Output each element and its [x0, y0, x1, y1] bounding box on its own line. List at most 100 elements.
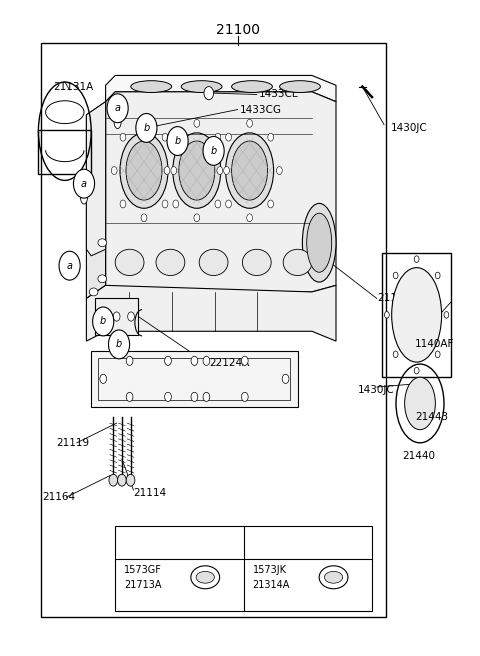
Ellipse shape [283, 249, 312, 276]
Circle shape [118, 474, 126, 486]
Text: 1430JC: 1430JC [391, 123, 428, 133]
Circle shape [435, 351, 440, 358]
Text: a: a [115, 103, 120, 113]
Circle shape [162, 200, 168, 208]
Circle shape [162, 133, 168, 141]
Circle shape [203, 356, 210, 365]
Text: 1430JC: 1430JC [358, 385, 395, 396]
Bar [382, 253, 451, 377]
Circle shape [126, 392, 133, 401]
Text: 1433CE: 1433CE [259, 89, 300, 100]
Circle shape [300, 531, 316, 554]
Ellipse shape [226, 133, 274, 208]
Ellipse shape [405, 377, 435, 430]
Circle shape [204, 87, 214, 100]
Ellipse shape [307, 213, 332, 272]
Text: 21114: 21114 [133, 488, 167, 499]
Text: b: b [305, 537, 311, 548]
Circle shape [226, 133, 231, 141]
Circle shape [203, 392, 210, 401]
Circle shape [215, 200, 221, 208]
Bar [115, 526, 372, 611]
Circle shape [224, 167, 229, 174]
Circle shape [126, 474, 135, 486]
Text: a: a [81, 178, 87, 189]
Ellipse shape [173, 133, 221, 208]
Circle shape [128, 312, 134, 321]
Bar [95, 298, 138, 335]
Circle shape [393, 272, 398, 279]
Text: 21100: 21100 [216, 22, 260, 37]
Ellipse shape [324, 571, 343, 583]
Polygon shape [86, 102, 106, 298]
Ellipse shape [199, 249, 228, 276]
Circle shape [191, 392, 198, 401]
Circle shape [226, 200, 231, 208]
Circle shape [247, 214, 252, 222]
Text: b: b [100, 316, 107, 327]
Ellipse shape [89, 288, 98, 296]
Ellipse shape [181, 81, 222, 92]
Text: 1573JK
21314A: 1573JK 21314A [252, 565, 290, 590]
Circle shape [136, 113, 157, 142]
Circle shape [414, 367, 419, 374]
Ellipse shape [81, 190, 88, 204]
Circle shape [194, 119, 200, 127]
Text: a: a [67, 260, 72, 271]
Circle shape [109, 474, 118, 486]
Ellipse shape [191, 565, 220, 589]
Text: 21133: 21133 [377, 293, 410, 304]
Circle shape [113, 312, 120, 321]
Ellipse shape [242, 249, 271, 276]
Circle shape [393, 351, 398, 358]
Ellipse shape [98, 239, 107, 247]
Circle shape [171, 531, 188, 554]
Circle shape [120, 133, 126, 141]
Circle shape [215, 133, 221, 141]
Circle shape [100, 374, 107, 383]
Ellipse shape [179, 141, 215, 200]
Circle shape [241, 356, 248, 365]
Text: 21443: 21443 [415, 411, 448, 422]
Bar [91, 351, 298, 407]
Circle shape [203, 136, 224, 165]
Circle shape [167, 127, 188, 155]
Text: 1573GF
21713A: 1573GF 21713A [124, 565, 162, 590]
Circle shape [276, 167, 282, 174]
Circle shape [164, 167, 170, 174]
Circle shape [414, 256, 419, 262]
Circle shape [173, 200, 179, 208]
Polygon shape [106, 75, 336, 102]
Text: 1140AF: 1140AF [415, 339, 455, 350]
Text: 21131A: 21131A [53, 81, 93, 92]
Circle shape [107, 94, 128, 123]
Text: b: b [143, 123, 150, 133]
Ellipse shape [120, 133, 168, 208]
Circle shape [126, 356, 133, 365]
Circle shape [141, 119, 147, 127]
Text: 21440: 21440 [402, 451, 435, 461]
Circle shape [108, 330, 130, 359]
Circle shape [268, 133, 274, 141]
Polygon shape [86, 285, 336, 341]
Text: 21164: 21164 [42, 492, 75, 502]
Circle shape [173, 133, 179, 141]
Bar [98, 358, 290, 400]
Text: b: b [116, 339, 122, 350]
Circle shape [165, 392, 171, 401]
Circle shape [59, 251, 80, 280]
Circle shape [241, 392, 248, 401]
Circle shape [171, 167, 177, 174]
Circle shape [247, 119, 252, 127]
Text: b: b [174, 136, 181, 146]
Ellipse shape [98, 275, 107, 283]
Circle shape [444, 312, 449, 318]
Circle shape [384, 312, 389, 318]
Ellipse shape [231, 81, 272, 92]
Circle shape [141, 214, 147, 222]
Circle shape [435, 272, 440, 279]
Ellipse shape [126, 141, 162, 200]
Circle shape [194, 214, 200, 222]
Ellipse shape [115, 249, 144, 276]
Ellipse shape [196, 571, 215, 583]
